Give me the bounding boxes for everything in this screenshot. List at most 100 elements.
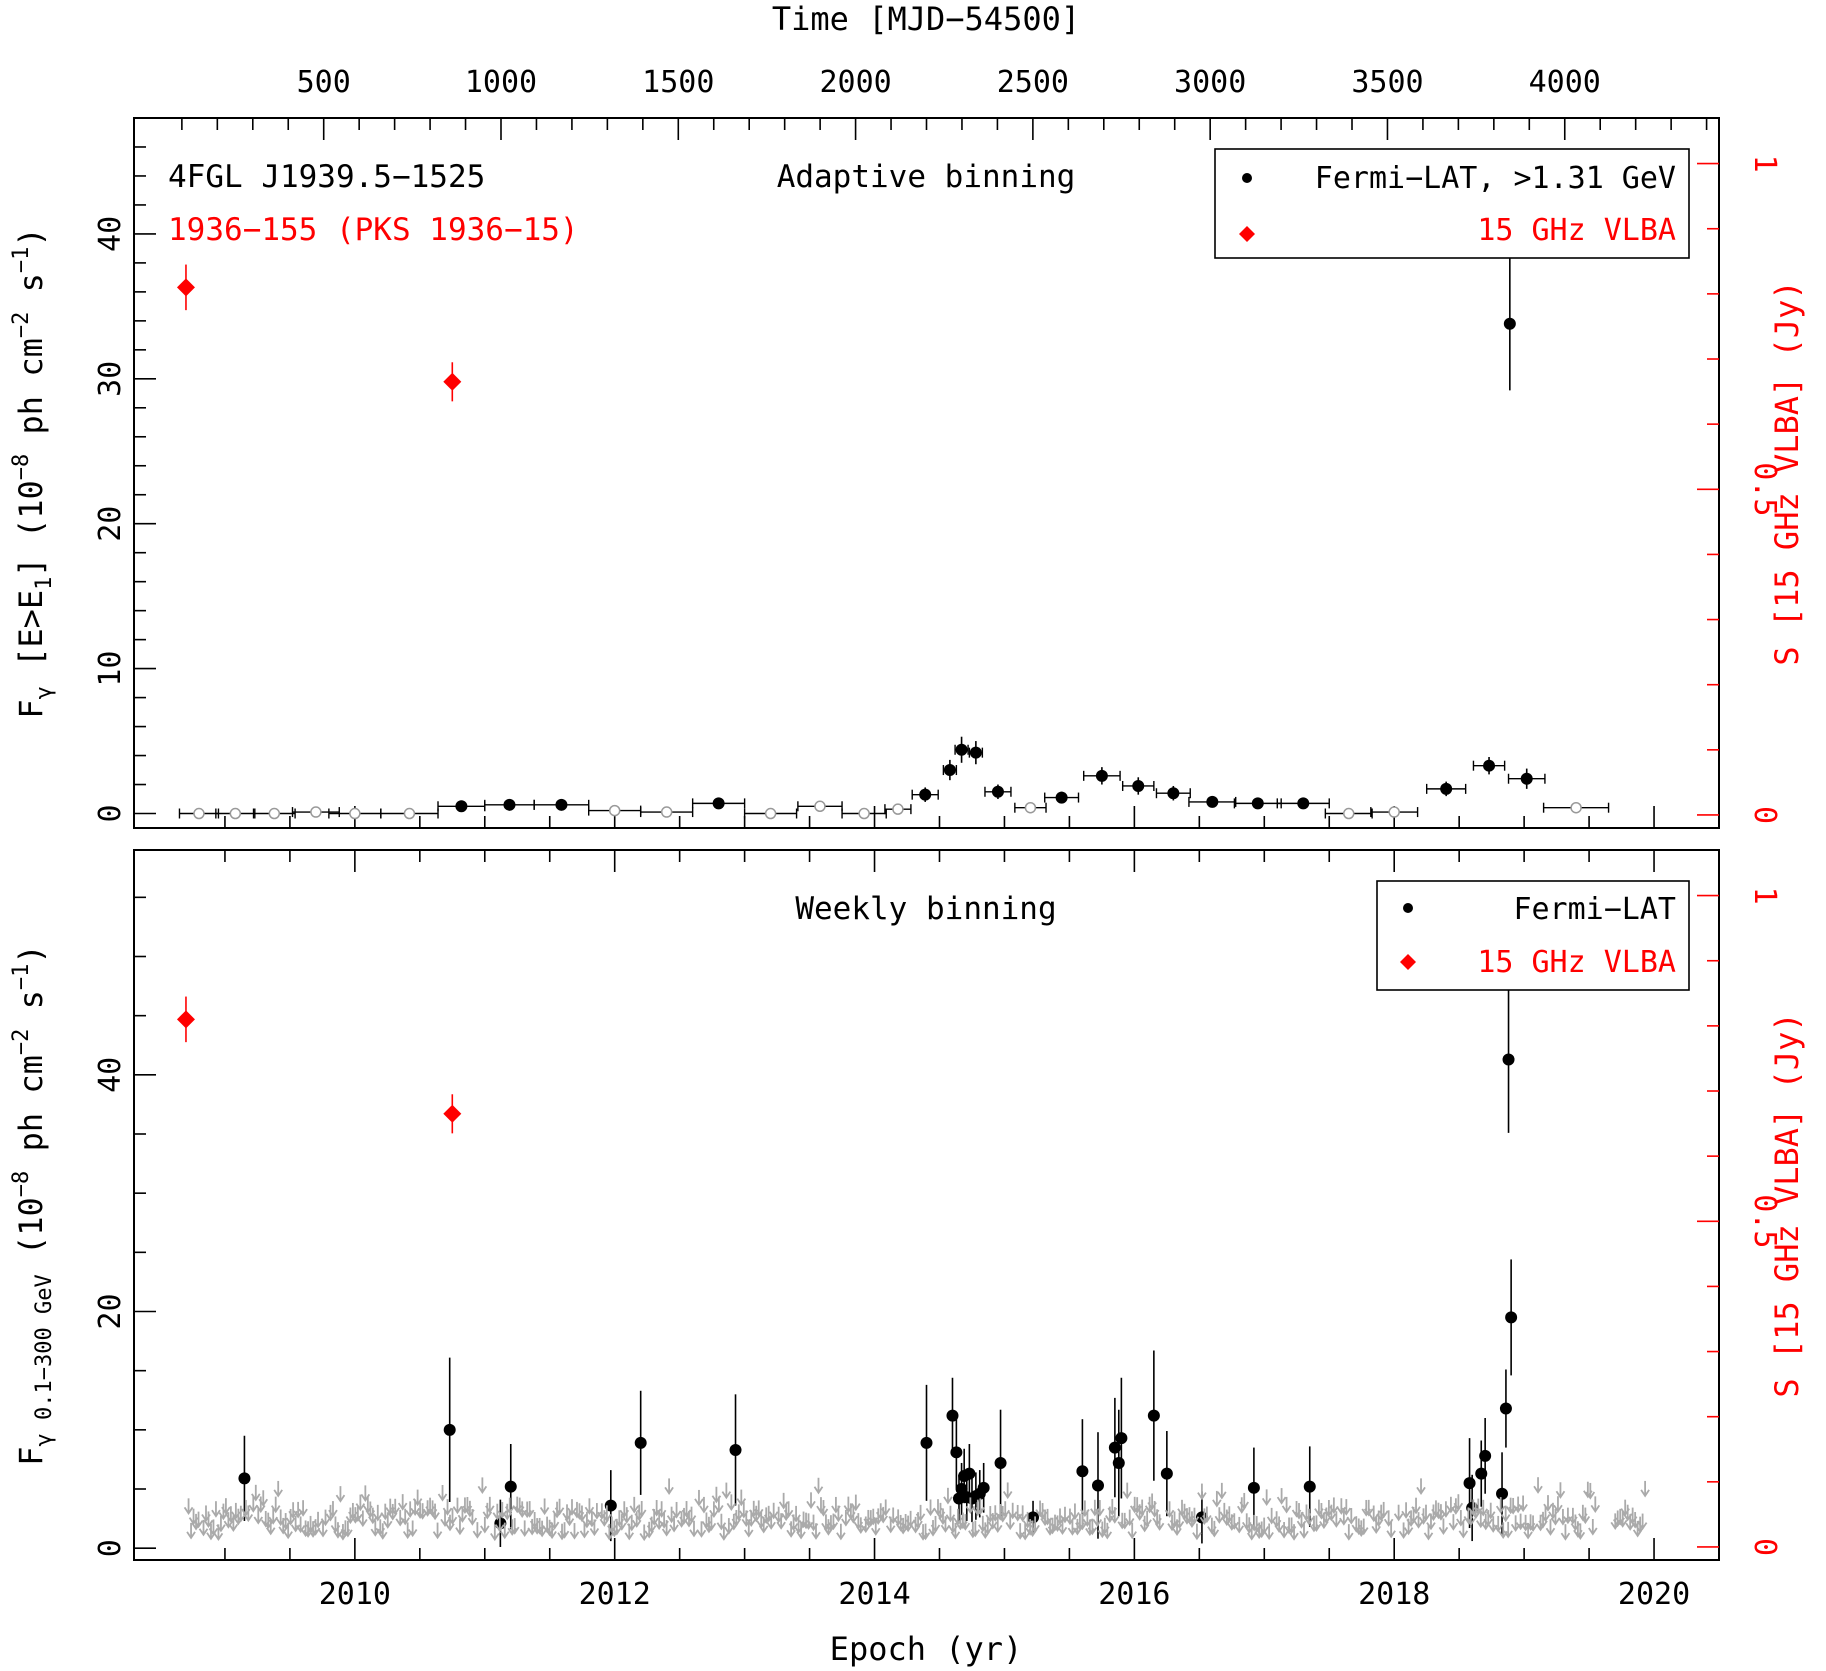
y2-tick-label: 0 (1747, 1538, 1782, 1556)
fermi-point (1155, 785, 1191, 801)
upper-limit-arrow (1212, 1490, 1222, 1508)
bottom-legend: Fermi−LAT 15 GHz VLBA (1376, 880, 1690, 991)
upper-limit-arrow (440, 1510, 450, 1527)
upper-limit-arrow (1164, 1501, 1175, 1518)
upper-limit-arrow (1555, 1482, 1566, 1499)
upper-limit-arrow (549, 1513, 560, 1530)
upper-limit-arrow (333, 1522, 343, 1539)
fermi-open-point (841, 807, 887, 820)
fermi-point (968, 741, 984, 765)
upper-limit-arrow (502, 1503, 513, 1521)
upper-limit-arrow (778, 1492, 789, 1510)
upper-limit-arrow (689, 1520, 699, 1538)
upper-limit-arrow (1416, 1478, 1426, 1495)
legend-fermi-label: Fermi−LAT, >1.31 GeV (1315, 161, 1676, 196)
upper-limit-arrow (442, 1499, 453, 1516)
upper-limit-arrow (803, 1513, 814, 1530)
upper-limit-arrow (686, 1506, 697, 1524)
upper-limit-arrow (726, 1494, 737, 1511)
upper-limit-arrow (313, 1511, 323, 1529)
bottom-panel-frame (133, 849, 1720, 1561)
fermi-point (238, 1435, 251, 1521)
upper-limit-arrow (236, 1505, 246, 1523)
upper-limit-arrow (1202, 1506, 1212, 1524)
upper-limit-arrow (1002, 1482, 1013, 1500)
upper-limit-arrow (1341, 1499, 1352, 1516)
upper-limit-arrow (1172, 1519, 1182, 1536)
upper-limit-arrow (851, 1494, 861, 1512)
fermi-point (1425, 781, 1467, 797)
upper-limit-arrow (783, 1501, 794, 1518)
upper-limit-arrow (221, 1498, 231, 1515)
fermi-open-point (743, 807, 798, 820)
top-panel-ylabel-right: S [15 GHz VLBA] (Jy) (1768, 280, 1806, 665)
upper-limit-arrow (736, 1489, 747, 1507)
upper-limit-arrow (993, 1516, 1003, 1534)
y-tick-label: 40 (93, 1057, 128, 1093)
upper-limit-arrow (602, 1505, 612, 1523)
fermi-point (1479, 1418, 1492, 1494)
upper-limit-arrow (554, 1498, 565, 1516)
upper-limit-arrow (485, 1496, 495, 1514)
upper-limit-arrow (569, 1523, 580, 1540)
fermi-open-point (797, 800, 843, 813)
upper-limit-arrow (1189, 1507, 1200, 1525)
upper-limit-arrow (1197, 1483, 1207, 1501)
upper-limit-arrow (1154, 1514, 1165, 1531)
fermi-point (1276, 797, 1330, 810)
upper-limit-arrow (1137, 1499, 1147, 1517)
x2-tick-label: 3500 (1351, 65, 1423, 100)
upper-limit-arrow (559, 1522, 570, 1539)
upper-limit-arrow (734, 1504, 744, 1521)
upper-limit-arrow (1411, 1497, 1421, 1515)
upper-limit-arrow (383, 1512, 393, 1529)
upper-limit-arrow (1538, 1511, 1548, 1529)
upper-limit-arrow (905, 1510, 916, 1528)
legend-fermi-marker (1242, 173, 1252, 183)
upper-limit-arrow (1122, 1482, 1132, 1500)
upper-limit-arrow (1346, 1508, 1357, 1525)
upper-limit-arrow (298, 1500, 308, 1517)
upper-limit-arrow (983, 1518, 993, 1535)
upper-limit-arrow (495, 1515, 505, 1533)
upper-limit-arrow (1453, 1494, 1464, 1511)
upper-limit-arrow (437, 1485, 448, 1502)
upper-limit-arrow (706, 1514, 717, 1532)
y2-tick-label: 0 (1747, 806, 1782, 824)
upper-limit-arrow (818, 1500, 829, 1517)
upper-limit-arrow (776, 1513, 786, 1530)
fermi-open-point (1324, 807, 1373, 820)
upper-limit-arrow (1274, 1516, 1284, 1534)
upper-limit-arrow (714, 1496, 724, 1514)
bottom-panel-title: Weekly binning (795, 891, 1056, 927)
fermi-point (911, 787, 939, 802)
fermi-open-point (380, 807, 439, 820)
upper-limit-arrow (1276, 1488, 1287, 1505)
upper-limit-arrow (1438, 1518, 1449, 1536)
fermi-open-point (328, 807, 382, 820)
fermi-point (691, 797, 746, 810)
source-name: 4FGL J1939.5−1525 (168, 159, 485, 195)
fermi-point (443, 1357, 456, 1503)
y-tick-label: 30 (93, 361, 128, 397)
upper-limit-arrow (208, 1519, 219, 1537)
upper-limit-arrow (248, 1496, 259, 1513)
upper-limit-arrow (1329, 1497, 1339, 1515)
upper-limit-arrow (1095, 1500, 1105, 1517)
upper-limit-arrow (1119, 1512, 1130, 1530)
upper-limit-arrow (1174, 1512, 1185, 1530)
fermi-point (1233, 797, 1282, 810)
upper-limit-arrow (1124, 1509, 1135, 1527)
upper-limit-arrow (1234, 1516, 1245, 1534)
y2-tick-label: 0.5 (1747, 1194, 1782, 1248)
upper-limit-arrow (1401, 1502, 1411, 1519)
upper-limit-arrow (1214, 1507, 1225, 1524)
fermi-point (954, 736, 969, 763)
legend-vlba-label: 15 GHz VLBA (1477, 945, 1676, 980)
bottom-panel-ylabel-right: S [15 GHz VLBA] (Jy) (1768, 1012, 1806, 1397)
upper-limit-arrow (1331, 1511, 1342, 1528)
legend-vlba-marker (1239, 226, 1255, 242)
upper-limit-arrow (669, 1515, 679, 1533)
upper-limit-arrow (183, 1498, 194, 1515)
upper-limit-arrow (1110, 1507, 1120, 1524)
